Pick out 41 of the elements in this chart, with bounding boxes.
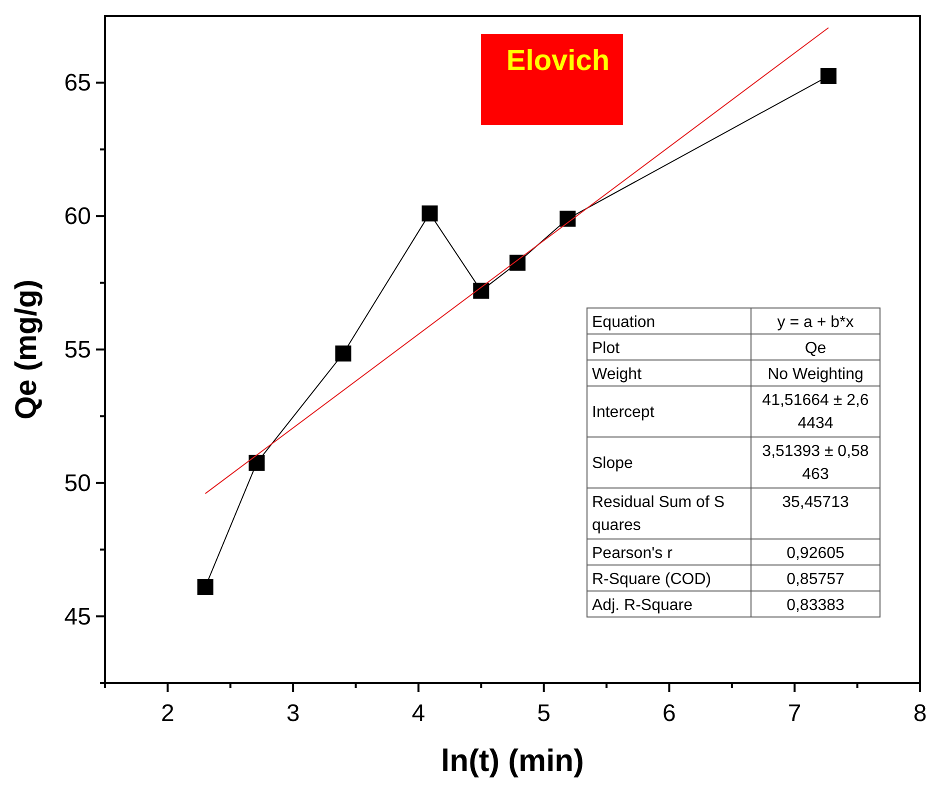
annotation: No Weighting (768, 366, 864, 383)
annotation: Weight (592, 366, 642, 383)
point (335, 346, 352, 362)
x-tick-label: 8 (913, 700, 927, 727)
annotation: 0,92605 (786, 545, 845, 562)
point (197, 578, 214, 595)
x-axis-title: ln(t) (min) (441, 743, 584, 778)
annotation: Intercept (592, 404, 655, 421)
y-tick-label: 60 (64, 203, 91, 230)
annotation: Adj. R-Square (592, 597, 693, 614)
point (820, 68, 836, 84)
point (560, 210, 576, 227)
y-tick-label: 45 (64, 603, 91, 630)
annotation: Equation (592, 314, 656, 331)
point (422, 205, 438, 222)
y-axis-title: Qe (mg/g) (10, 280, 43, 420)
annotation: 0,85757 (786, 571, 845, 588)
annotation: Residual Sum of Squares (592, 494, 725, 534)
annotation: 35,45713 (782, 494, 849, 511)
annotation: Elovich (506, 45, 610, 77)
annotation: y = a + b*x (777, 314, 854, 331)
x-tick-label: 7 (788, 700, 802, 727)
annotation: Pearson's r (592, 545, 674, 562)
annotation: Plot (592, 340, 620, 357)
y-tick-label: 65 (64, 70, 91, 97)
point (473, 282, 490, 299)
annotation: 3,51393 ± 0,58463 (762, 443, 869, 483)
y-tick-label: 50 (64, 470, 91, 497)
x-tick-label: 6 (662, 700, 676, 727)
point (248, 454, 265, 471)
annotation: R-Square (COD) (592, 571, 712, 588)
annotation: Qe (804, 340, 826, 357)
annotation: 0,83383 (786, 597, 845, 614)
point (510, 254, 526, 271)
x-tick-label: 2 (161, 700, 174, 727)
annotation: Slope (592, 455, 634, 472)
x-tick-label: 4 (412, 700, 426, 727)
annotation: 41,51664 ± 2,64434 (762, 392, 869, 432)
y-tick-label: 55 (64, 336, 91, 364)
x-tick-label: 3 (286, 700, 300, 727)
x-tick-label: 5 (537, 700, 551, 727)
